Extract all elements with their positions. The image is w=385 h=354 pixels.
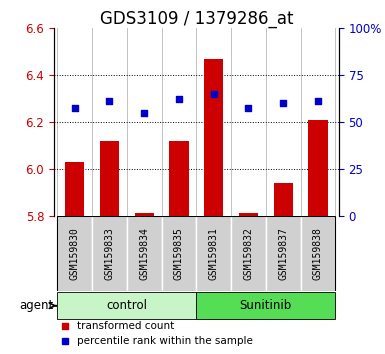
Bar <box>204 59 223 216</box>
Bar <box>231 216 266 291</box>
Text: GSM159832: GSM159832 <box>243 227 253 280</box>
Point <box>106 98 112 104</box>
Bar <box>266 216 301 291</box>
Bar <box>162 216 196 291</box>
Bar <box>169 141 189 216</box>
Text: GSM159835: GSM159835 <box>174 227 184 280</box>
Text: control: control <box>106 299 147 312</box>
Text: GSM159837: GSM159837 <box>278 227 288 280</box>
Bar <box>100 141 119 216</box>
Bar <box>65 162 84 216</box>
Text: agent: agent <box>19 299 53 312</box>
Point <box>176 96 182 102</box>
Bar <box>301 216 335 291</box>
Text: GSM159831: GSM159831 <box>209 227 219 280</box>
Point <box>72 105 78 111</box>
Bar <box>274 183 293 216</box>
Bar <box>135 213 154 216</box>
Text: GSM159833: GSM159833 <box>104 227 114 280</box>
Text: GSM159834: GSM159834 <box>139 227 149 280</box>
Text: GSM159830: GSM159830 <box>70 227 80 280</box>
Point <box>315 98 321 104</box>
Point <box>280 101 286 106</box>
Text: percentile rank within the sample: percentile rank within the sample <box>77 336 253 346</box>
Bar <box>127 216 162 291</box>
Point <box>245 105 251 111</box>
Bar <box>57 292 196 319</box>
Bar <box>196 292 335 319</box>
Bar <box>57 216 92 291</box>
Point <box>211 91 217 97</box>
Bar <box>239 213 258 216</box>
Title: GDS3109 / 1379286_at: GDS3109 / 1379286_at <box>100 10 293 28</box>
Point <box>141 110 147 115</box>
Text: GSM159838: GSM159838 <box>313 227 323 280</box>
Bar <box>308 120 328 216</box>
Bar <box>196 216 231 291</box>
Text: transformed count: transformed count <box>77 321 174 331</box>
Text: Sunitinib: Sunitinib <box>240 299 292 312</box>
Bar <box>92 216 127 291</box>
